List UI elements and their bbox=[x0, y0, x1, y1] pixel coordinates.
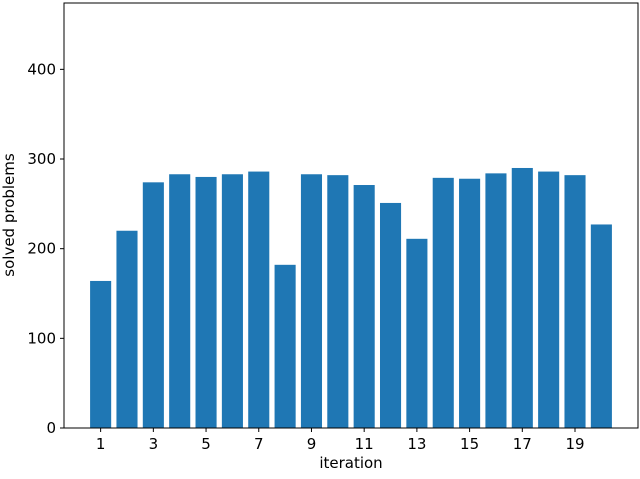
x-tick-label: 11 bbox=[355, 435, 374, 453]
bar bbox=[459, 178, 481, 428]
x-tick-label: 9 bbox=[307, 435, 317, 453]
bar bbox=[116, 230, 138, 428]
bar bbox=[142, 182, 164, 428]
y-tick-label: 400 bbox=[27, 60, 56, 78]
bar bbox=[221, 174, 243, 428]
plot-frame bbox=[63, 2, 639, 429]
bar bbox=[353, 185, 375, 428]
x-axis-label: iteration bbox=[319, 454, 382, 472]
bar bbox=[590, 224, 612, 428]
bar bbox=[564, 175, 586, 428]
bar bbox=[406, 238, 428, 428]
bar bbox=[538, 171, 560, 428]
bar bbox=[432, 177, 454, 428]
bar bbox=[248, 171, 270, 428]
x-tick-label: 7 bbox=[254, 435, 264, 453]
x-tick-label: 5 bbox=[201, 435, 211, 453]
x-tick-label: 19 bbox=[565, 435, 584, 453]
y-tick-label: 300 bbox=[27, 150, 56, 168]
x-tick-label: 15 bbox=[460, 435, 479, 453]
y-tick-label: 0 bbox=[46, 419, 56, 437]
bar bbox=[90, 280, 112, 428]
bar bbox=[300, 174, 323, 428]
y-tick-label: 100 bbox=[27, 329, 56, 347]
bar bbox=[327, 175, 349, 428]
x-tick-label: 1 bbox=[96, 435, 106, 453]
x-tick-label: 13 bbox=[407, 435, 426, 453]
bar bbox=[379, 202, 402, 428]
x-tick-label: 17 bbox=[513, 435, 532, 453]
bar bbox=[195, 176, 217, 428]
x-tick-label: 3 bbox=[149, 435, 159, 453]
bar bbox=[485, 173, 507, 428]
bar bbox=[274, 264, 296, 428]
y-axis-label: solved problems bbox=[0, 153, 18, 277]
bar bbox=[169, 174, 191, 428]
bar bbox=[511, 167, 533, 429]
y-tick-label: 200 bbox=[27, 240, 56, 258]
